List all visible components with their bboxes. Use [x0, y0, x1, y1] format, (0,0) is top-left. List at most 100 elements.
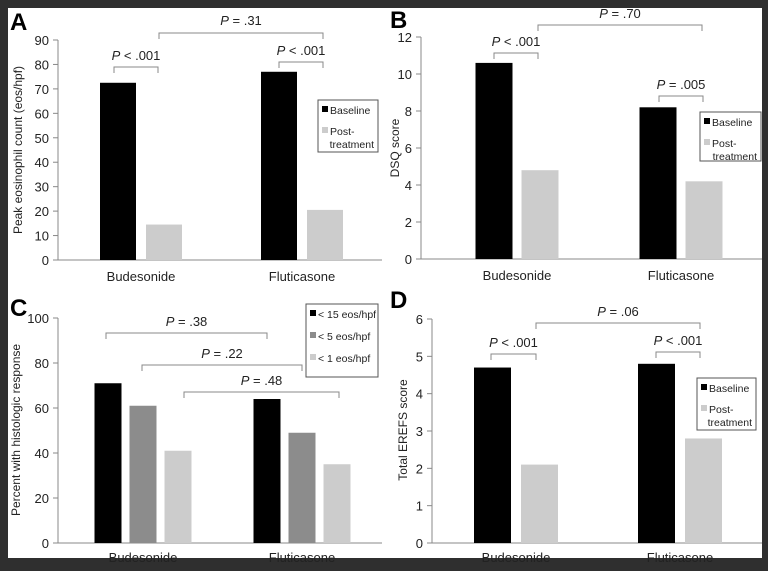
significance-bracket — [183, 391, 340, 398]
panel-label: A — [10, 9, 27, 36]
legend-label: Post- — [709, 404, 734, 416]
y-tick-label: 0 — [42, 253, 49, 268]
p-value-label: P < .001 — [492, 34, 541, 49]
y-tick-label: 0 — [42, 536, 49, 551]
y-tick-label: 80 — [35, 356, 49, 371]
bar-fluticasone-2 — [307, 209, 343, 260]
bar-fluticasone-2 — [685, 181, 723, 259]
significance-bracket — [537, 24, 703, 31]
p-value-label: P = .06 — [597, 304, 639, 319]
significance-bracket — [278, 61, 324, 68]
panel-label: D — [390, 287, 407, 314]
y-tick-label: 80 — [35, 57, 49, 72]
legend-label: Baseline — [330, 105, 370, 117]
legend-label: Baseline — [712, 117, 752, 129]
legend-label: < 5 eos/hpf — [318, 331, 370, 343]
panel-d: D 0 1 2 3 4 5 6 Total EREFS score Budesonide Fluti… — [390, 287, 762, 565]
panel-a: A 0 10 20 30 40 50 60 70 80 90 Peak eosinophil coun… — [10, 9, 382, 284]
y-tick-label: 50 — [35, 131, 49, 146]
y-tick-label: 5 — [416, 349, 423, 364]
significance-bracket — [158, 32, 324, 39]
p-value-label: P = .70 — [599, 6, 641, 21]
y-tick-label: 100 — [27, 311, 49, 326]
y-axis-label: Peak eosinophil count (eos/hpf) — [11, 66, 25, 234]
x-tick-label: Fluticasone — [269, 269, 335, 284]
p-value-label: P = .005 — [657, 77, 706, 92]
legend-swatch — [310, 332, 316, 338]
legend-label: Post- — [330, 126, 355, 138]
bar-budesonide-1 — [475, 62, 513, 260]
y-tick-label: 4 — [416, 387, 423, 402]
y-tick-label: 1 — [416, 499, 423, 514]
y-axis-label: DSQ score — [388, 118, 402, 177]
y-tick-label: 0 — [416, 536, 423, 551]
bar-budesonide-1 — [94, 383, 122, 543]
bar-budesonide-1 — [100, 82, 136, 261]
significance-bracket — [141, 364, 303, 371]
bar-fluticasone-3 — [323, 464, 351, 543]
y-tick-label: 30 — [35, 180, 49, 195]
legend-swatch — [701, 384, 707, 390]
panel-b: B 0 2 4 6 8 10 12 DSQ score Budesonide Fluticasone… — [388, 6, 762, 283]
y-tick-label: 10 — [398, 67, 412, 82]
significance-bracket — [535, 322, 701, 329]
significance-bracket — [493, 52, 539, 59]
p-value-label: P < .001 — [277, 43, 326, 58]
bar-fluticasone-2 — [288, 432, 316, 543]
legend-label: treatment — [330, 139, 374, 151]
legend-label: < 15 eos/hpf — [318, 309, 376, 321]
y-tick-label: 40 — [35, 155, 49, 170]
bar-budesonide-1 — [474, 367, 511, 543]
y-tick-label: 70 — [35, 82, 49, 97]
y-axis-label: Percent with histologic response — [9, 344, 23, 516]
p-value-label: P = .31 — [220, 13, 262, 28]
p-value-label: P < .001 — [112, 48, 161, 63]
legend-swatch — [310, 354, 316, 360]
bar-budesonide-2 — [521, 170, 559, 259]
legend-label: treatment — [708, 417, 752, 429]
legend-label: treatment — [713, 151, 757, 163]
significance-bracket — [658, 95, 704, 102]
y-tick-label: 0 — [405, 252, 412, 267]
panel-label: C — [10, 295, 27, 322]
p-value-label: P = .48 — [241, 373, 283, 388]
legend-swatch — [322, 106, 328, 112]
y-tick-label: 6 — [405, 141, 412, 156]
y-tick-label: 12 — [398, 30, 412, 45]
legend-label: Post- — [712, 138, 737, 150]
x-tick-label: Fluticasone — [648, 268, 714, 283]
y-tick-label: 2 — [416, 461, 423, 476]
x-tick-label: Budesonide — [109, 550, 178, 565]
y-tick-label: 8 — [405, 104, 412, 119]
significance-bracket — [105, 332, 268, 339]
y-tick-label: 90 — [35, 33, 49, 48]
legend-swatch — [704, 118, 710, 124]
y-tick-label: 20 — [35, 491, 49, 506]
y-tick-label: 20 — [35, 204, 49, 219]
significance-bracket — [490, 353, 537, 360]
p-value-label: P = .38 — [166, 314, 208, 329]
legend-swatch — [704, 139, 710, 145]
y-axis-label: Total EREFS score — [396, 379, 410, 481]
legend-label: < 1 eos/hpf — [318, 353, 370, 365]
x-tick-label: Budesonide — [482, 550, 551, 565]
y-tick-label: 6 — [416, 312, 423, 327]
y-tick-label: 10 — [35, 229, 49, 244]
panel-c: C 0 20 40 60 80 100 Percent with histologic res… — [9, 295, 382, 565]
bar-budesonide-2 — [129, 405, 157, 543]
x-tick-label: Budesonide — [107, 269, 176, 284]
bar-budesonide-2 — [521, 464, 558, 543]
legend-box — [699, 111, 762, 162]
p-value-label: P = .22 — [201, 346, 243, 361]
legend-label: Baseline — [709, 383, 749, 395]
x-tick-label: Budesonide — [483, 268, 552, 283]
x-tick-label: Fluticasone — [269, 550, 335, 565]
y-tick-label: 3 — [416, 424, 423, 439]
legend-box — [305, 303, 379, 378]
legend-swatch — [310, 310, 316, 316]
bar-fluticasone-2 — [685, 438, 722, 543]
legend-swatch — [322, 127, 328, 133]
y-tick-label: 4 — [405, 178, 412, 193]
